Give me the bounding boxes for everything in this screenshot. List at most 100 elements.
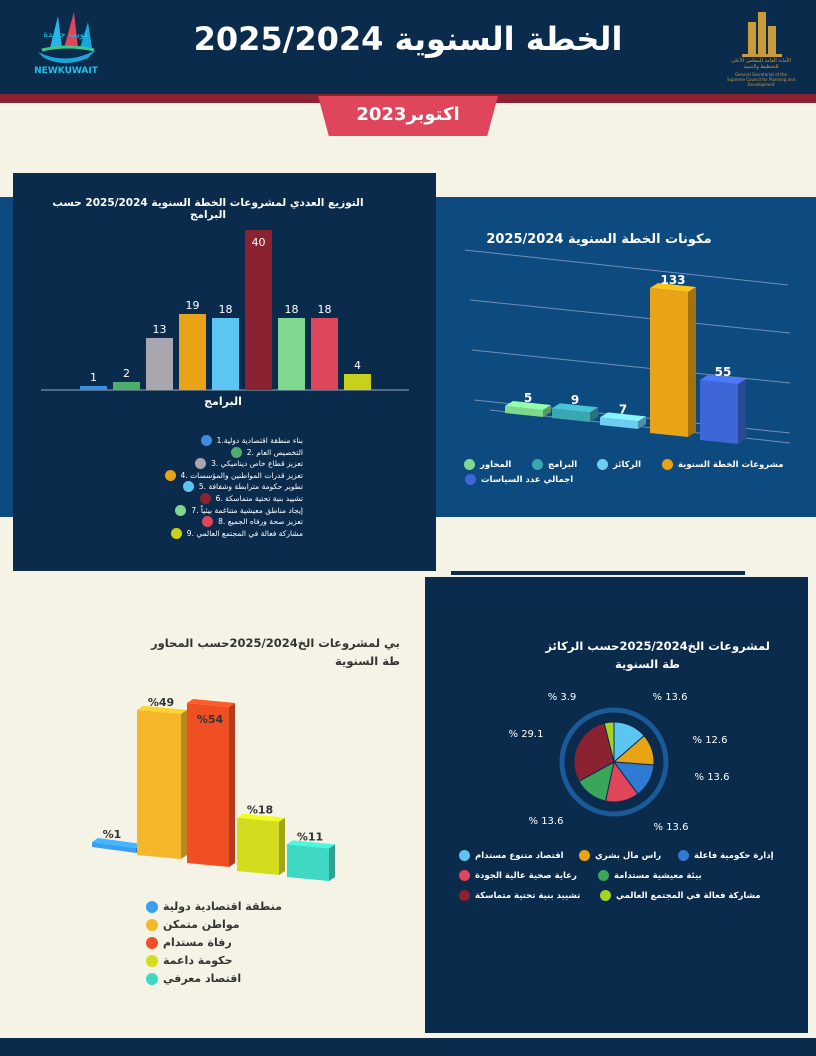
components-legend-item: اجمالي عدد السياسات bbox=[465, 474, 573, 485]
pillars-pie-chart: % 13.6 % 12.6 % 13.6 % 13.6 % 13.6 % 29.1 % 3.… bbox=[509, 692, 730, 833]
axes-bar-top bbox=[187, 699, 235, 707]
axes-bar-label: %18 bbox=[247, 804, 273, 817]
pie-value-label: % 13.6 bbox=[529, 816, 564, 827]
programs-legend-dot bbox=[182, 481, 194, 493]
axes-legend-label: مواطن متمكن bbox=[163, 918, 240, 931]
axes-legend-label: رفاة مستدام bbox=[163, 936, 232, 949]
components-legend-item: المحاور bbox=[464, 459, 511, 470]
axes-bar-side bbox=[279, 817, 285, 875]
components-legend-label: اجمالي عدد السياسات bbox=[481, 474, 574, 485]
programs-bar bbox=[212, 318, 239, 390]
pie-value-label: % 3.9 bbox=[548, 692, 577, 703]
programs-legend-item: بناء منطقة اقتصادية دولية.1 bbox=[153, 435, 303, 446]
pillars-legend-dot bbox=[598, 870, 609, 881]
pillars-legend-item: مشاركة فعالة في المجتمع العالمي bbox=[600, 890, 761, 901]
programs-legend-label: تشييد بنية تحتية متماسكة .6 bbox=[215, 494, 303, 503]
programs-legend-dot bbox=[170, 527, 182, 539]
new-kuwait-logo: كويت جديدة NEWKUWAIT bbox=[28, 8, 104, 78]
pie-value-label: % 12.6 bbox=[693, 735, 728, 746]
pillars-title-line2: طة السنوية bbox=[615, 657, 680, 671]
page-title: الخطة السنوية 2025/2024 bbox=[193, 20, 623, 58]
programs-legend-item: التخصيص العام .2 bbox=[153, 446, 303, 458]
components-bar-front bbox=[552, 408, 590, 422]
components-bar-side bbox=[738, 379, 746, 444]
components-bar-label: 9 bbox=[571, 393, 579, 407]
components-bar-front bbox=[505, 406, 543, 417]
axes-chart-title: بي لمشروعات الخ2025/2024حسب المحاور طة ا… bbox=[150, 634, 400, 670]
components-legend-item: مشروعات الخطة السنوية bbox=[662, 459, 784, 470]
components-legend-dot bbox=[532, 459, 543, 470]
axes-bar-front bbox=[137, 709, 181, 859]
programs-chart-panel: التوزيع العددي لمشروعات الخطة السنوية 20… bbox=[13, 173, 436, 571]
components-bar-label: 55 bbox=[715, 365, 732, 379]
secretariat-logo: الأمانة العامة للمجلس الأعلى للتخطيط وال… bbox=[726, 8, 796, 88]
secretariat-arabic-text: الأمانة العامة للمجلس الأعلى للتخطيط وال… bbox=[731, 58, 791, 70]
programs-bar-label: 2 bbox=[123, 367, 130, 380]
programs-legend-label: مشاركة فعالة في المجتمع العالمي .9 bbox=[186, 528, 303, 538]
components-legend-item: البرامج bbox=[532, 459, 577, 470]
programs-legend-item: تشييد بنية تحتية متماسكة .6 bbox=[153, 493, 303, 504]
components-bar-top bbox=[700, 375, 746, 385]
programs-legend-dot bbox=[230, 446, 242, 458]
pillars-chart-title: لمشروعات الخ2025/2024حسب الركائز طة السن… bbox=[445, 637, 770, 673]
programs-bar bbox=[278, 318, 305, 390]
pillars-legend-label: إدارة حكومية فاعلة bbox=[694, 850, 774, 861]
pie-value-label: % 29.1 bbox=[509, 729, 544, 740]
pillars-legend-item: رعاية صحية عالية الجودة bbox=[459, 870, 577, 881]
pillars-legend-dot bbox=[459, 870, 470, 881]
axes-bar-top bbox=[92, 838, 142, 848]
programs-bar bbox=[113, 382, 140, 390]
programs-legend-item: تعزيز قطاع خاص ديناميكي .3 bbox=[153, 458, 303, 470]
components-bar-front bbox=[700, 380, 738, 444]
programs-legend-dot bbox=[195, 458, 207, 470]
programs-bar-label: 19 bbox=[186, 299, 200, 312]
axes-legend-dot bbox=[146, 900, 158, 913]
axes-bar-label: %49 bbox=[148, 696, 174, 709]
programs-legend-dot bbox=[164, 469, 176, 481]
pillars-legend-dot bbox=[678, 850, 689, 861]
axes-title-line2: طة السنوية bbox=[335, 654, 400, 668]
components-legend-dot bbox=[662, 459, 673, 470]
secretariat-english-text: General Secretariat of the Supreme Counc… bbox=[726, 72, 796, 87]
header-bar bbox=[0, 0, 816, 96]
pillars-legend-label: رعاية صحية عالية الجودة bbox=[475, 870, 577, 881]
pie-value-label: % 13.6 bbox=[695, 772, 730, 783]
pillars-legend-item: راس مال بشري bbox=[579, 850, 661, 861]
components-legend-label: المحاور bbox=[480, 459, 512, 470]
axes-bar-side bbox=[181, 709, 187, 859]
programs-bar bbox=[344, 374, 371, 390]
programs-legend-label: التخصيص العام .2 bbox=[246, 447, 303, 457]
components-bar-label: 133 bbox=[660, 273, 685, 287]
programs-bar bbox=[245, 230, 272, 390]
axes-bar-label: %1 bbox=[103, 828, 122, 841]
axes-legend-label: منطقة اقتصادية دولية bbox=[163, 900, 282, 913]
pie-value-label: % 13.6 bbox=[653, 692, 688, 703]
pillars-legend-label: راس مال بشري bbox=[595, 850, 662, 861]
programs-legend-item: تعزيز قدرات المواطنين والمؤسسات .4 bbox=[153, 469, 303, 481]
components-gridline bbox=[464, 249, 789, 286]
pillars-legend-dot bbox=[600, 890, 611, 901]
programs-legend-dot bbox=[199, 493, 211, 504]
programs-legend-label: تطوير حكومة مترابطة وشفافة .5 bbox=[198, 482, 303, 492]
programs-bar-label: 40 bbox=[252, 236, 266, 249]
logo-english-text: NEWKUWAIT bbox=[34, 66, 98, 76]
components-bar-front bbox=[600, 417, 638, 429]
axes-bar-front bbox=[237, 817, 279, 875]
pillars-legend-label: بيئة معيشية مستدامة bbox=[614, 870, 702, 881]
programs-legend-dot bbox=[175, 504, 187, 516]
axes-title-line1: بي لمشروعات الخ2025/2024حسب المحاور bbox=[150, 636, 400, 650]
components-legend-dot bbox=[597, 459, 608, 470]
pillars-chart-panel: لمشروعات الخ2025/2024حسب الركائز طة السن… bbox=[425, 577, 808, 1033]
pillars-legend-item: تشييد بنية تحتية متماسكة bbox=[459, 890, 580, 901]
components-bar-top bbox=[650, 283, 696, 292]
axes-legend-item: حكومة داعمة bbox=[146, 954, 233, 967]
pillars-legend-item: بيئة معيشية مستدامة bbox=[598, 870, 702, 881]
programs-legend-item: تطوير حكومة مترابطة وشفافة .5 bbox=[153, 481, 303, 493]
axes-legend-dot bbox=[146, 918, 158, 931]
pillars-legend-dot bbox=[579, 850, 590, 861]
logo-arabic-text: كويت جديدة bbox=[43, 30, 89, 40]
axes-bar-side bbox=[329, 844, 335, 881]
axes-bar-top bbox=[237, 813, 285, 822]
axes-bar-top bbox=[137, 705, 187, 714]
axes-legend-dot bbox=[146, 954, 158, 967]
